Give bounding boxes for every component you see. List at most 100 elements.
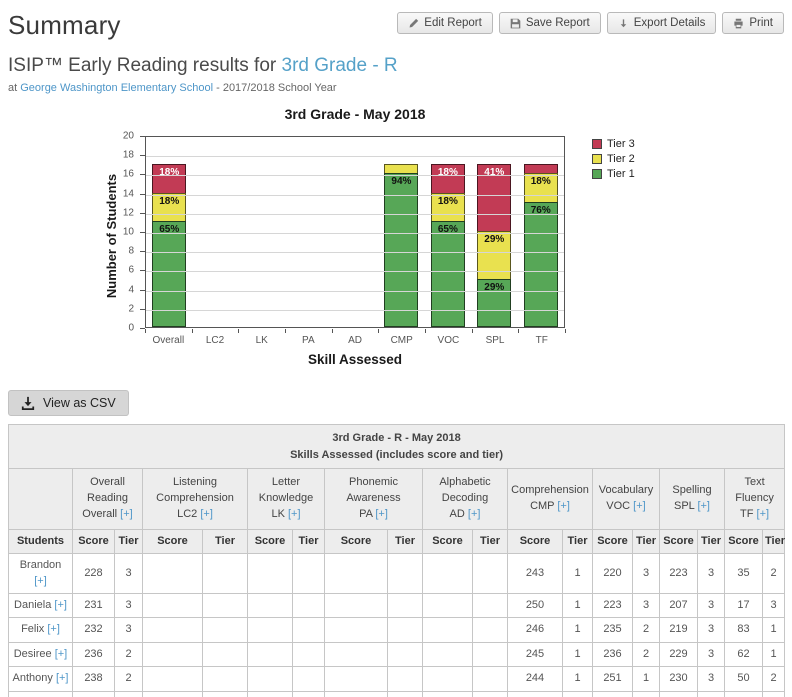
group-header-pa: Phonemic Awareness PA [+]	[324, 468, 423, 530]
score-cell	[422, 690, 473, 697]
view-as-csv-button[interactable]: View as CSV	[8, 390, 129, 416]
tier-cell: 1	[761, 617, 786, 643]
group-header-spl: Spelling SPL [+]	[659, 468, 725, 530]
score-cell	[422, 592, 473, 619]
tier-cell: 2	[761, 690, 786, 697]
gridline	[146, 213, 564, 215]
student-name-cell: Felix [+]	[8, 617, 73, 643]
expand-student-link[interactable]: [+]	[34, 574, 47, 587]
print-button[interactable]: Print	[722, 12, 784, 34]
bar-segment-tier-1: 94%	[384, 173, 419, 327]
tier-cell: 1	[761, 641, 786, 668]
x-tick	[565, 329, 566, 333]
tier-cell: 1	[562, 690, 593, 697]
expand-group-link[interactable]: [+]	[756, 507, 770, 520]
student-name-cell: Desiree [+]	[8, 641, 73, 668]
bar-segment-tier-3	[523, 163, 558, 174]
bar-slot-cmp: 94%	[378, 137, 424, 327]
tier-cell: 2	[114, 690, 143, 697]
y-tick	[140, 270, 145, 272]
tier-stacked-bar-chart: 3rd Grade - May 2018 Number of Students …	[0, 106, 792, 374]
tier-header: Tier	[562, 528, 593, 555]
table-title: 3rd Grade - R - May 2018 Skills Assessed …	[7, 424, 786, 469]
score-cell	[247, 641, 293, 668]
x-tick-label-cmp: CMP	[390, 335, 413, 346]
score-cell	[142, 553, 203, 594]
expand-student-link[interactable]: [+]	[47, 623, 60, 636]
score-header: Score	[324, 528, 388, 555]
score-cell: 35	[724, 553, 763, 594]
expand-group-link[interactable]: [+]	[287, 507, 301, 520]
tier-cell: 2	[632, 641, 660, 668]
x-tick-label-spl: SPL	[485, 335, 505, 346]
score-header: Score	[247, 528, 293, 555]
x-tick-label-lk: LK	[255, 335, 268, 346]
score-cell: 242	[72, 690, 115, 697]
topbar: Summary Edit Report Save Report Export Det…	[0, 0, 792, 41]
score-cell	[247, 553, 293, 594]
tier-cell: 2	[114, 666, 143, 692]
stacked-bar-voc: 65% 18% 18%	[430, 163, 465, 327]
x-tick	[331, 329, 333, 333]
expand-student-link[interactable]: [+]	[55, 672, 69, 685]
gridline	[146, 194, 564, 196]
expand-group-link[interactable]: [+]	[557, 499, 570, 512]
gridline	[146, 252, 564, 254]
tier-cell: 2	[761, 666, 786, 692]
bar-slot-ad	[332, 137, 378, 327]
y-tick	[140, 308, 145, 310]
expand-group-link[interactable]: [+]	[467, 507, 481, 520]
export-details-button[interactable]: Export Details	[606, 12, 717, 34]
save-report-button[interactable]: Save Report	[498, 12, 601, 34]
tier-cell: 3	[632, 553, 660, 594]
x-tick-label-tf: TF	[535, 335, 548, 346]
tier-cell: 1	[562, 553, 593, 594]
y-tick	[140, 193, 145, 195]
group-header-lk: Letter Knowledge LK [+]	[247, 468, 325, 530]
tier-cell: 1	[562, 592, 593, 619]
tier-cell	[292, 666, 325, 692]
expand-group-link[interactable]: [+]	[120, 507, 133, 520]
tier-cell: 1	[562, 641, 593, 668]
tier-header: Tier	[632, 528, 660, 555]
tier-cell: 3	[697, 666, 725, 692]
expand-student-link[interactable]: [+]	[54, 598, 67, 611]
bar-segment-tier-2: 18%	[152, 192, 187, 222]
tier-cell	[472, 592, 508, 619]
student-name-cell: Brandon [+]	[8, 553, 73, 594]
student-name-cell: Anthony [+]	[8, 666, 73, 692]
score-cell	[142, 617, 203, 643]
expand-group-link[interactable]: [+]	[375, 507, 388, 520]
score-header: Score	[507, 528, 563, 555]
legend-entry-tier-1: Tier 1	[592, 168, 635, 180]
expand-group-link[interactable]: [+]	[633, 499, 646, 512]
y-tick-label: 2	[128, 303, 134, 315]
legend-swatch	[592, 139, 602, 149]
score-cell	[422, 617, 473, 643]
tier-header: Tier	[202, 528, 248, 555]
gridline	[146, 233, 564, 234]
plot-area: 65% 18% 18% 94% 65% 18% 18% 29% 29% 41% 76% 18%	[145, 136, 565, 328]
y-tick	[140, 289, 145, 291]
tier-header: Tier	[472, 528, 508, 555]
segment-percent-label: 94%	[391, 176, 412, 188]
tier-cell: 3	[632, 592, 660, 619]
school-link[interactable]: George Washington Elementary School	[20, 82, 214, 94]
expand-group-link[interactable]: [+]	[200, 507, 213, 520]
expand-student-link[interactable]: [+]	[54, 647, 68, 660]
button-label: Export Details	[633, 17, 706, 29]
score-header: Score	[659, 528, 698, 555]
group-header-overall: Overall Reading Overall [+]	[72, 468, 143, 530]
bar-segment-tier-2: 29%	[477, 231, 512, 279]
chart-title: 3rd Grade - May 2018	[284, 106, 426, 122]
edit-report-button[interactable]: Edit Report	[397, 12, 493, 34]
x-tick-label-pa: PA	[302, 335, 315, 346]
x-tick	[285, 329, 286, 333]
y-tick-label: 6	[128, 264, 134, 276]
stacked-bar-spl: 29% 29% 41%	[477, 163, 512, 327]
score-header: Score	[422, 528, 473, 555]
score-cell: 236	[72, 641, 115, 668]
x-tick-label-lc2: LC2	[205, 335, 225, 346]
expand-group-link[interactable]: [+]	[697, 499, 710, 512]
button-label: Save Report	[525, 17, 590, 29]
